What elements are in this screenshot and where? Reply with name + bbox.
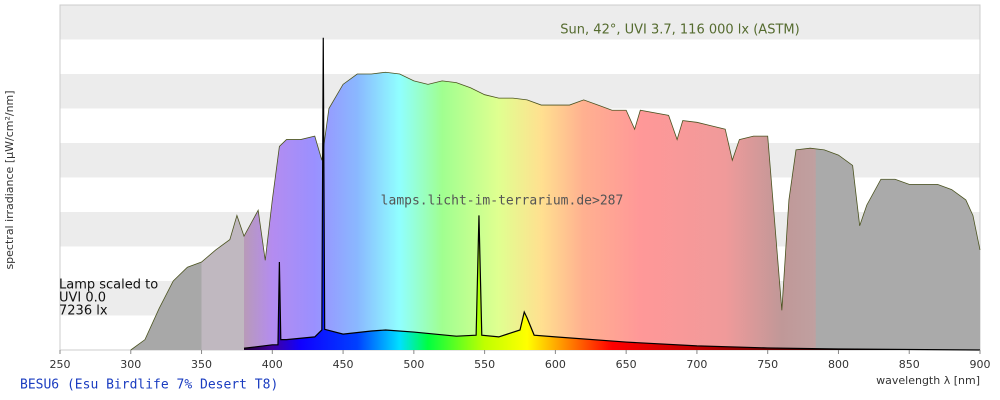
x-tick-label: 500 — [403, 358, 424, 371]
annotation: Lamp scaled to — [59, 278, 158, 293]
y-axis-label: spectral irradiance [µW/cm²/nm] — [3, 90, 16, 269]
annotation: 7236 lx — [59, 304, 108, 319]
x-tick-label: 550 — [474, 358, 495, 371]
series-line — [130, 71, 981, 351]
x-tick-label: 650 — [616, 358, 637, 371]
x-tick-label: 850 — [899, 358, 920, 371]
x-tick-label: 900 — [970, 358, 991, 371]
grid-band — [60, 39, 980, 74]
x-axis-label: wavelength λ [nm] — [876, 374, 980, 387]
grid-band — [60, 5, 980, 40]
x-tick-label: 600 — [545, 358, 566, 371]
x-tick-label: 750 — [757, 358, 778, 371]
area-fill — [130, 72, 980, 351]
x-tick-label: 250 — [50, 358, 71, 371]
annotation: UVI 0.0 — [59, 291, 106, 306]
plot-marks — [130, 37, 981, 351]
chart-title: Sun, 42°, UVI 3.7, 116 000 lx (ASTM) — [560, 23, 799, 38]
watermark: lamps.licht-im-terrarium.de>287 — [381, 194, 624, 209]
x-tick-label: 450 — [333, 358, 354, 371]
x-tick-label: 350 — [191, 358, 212, 371]
x-tick-label: 800 — [828, 358, 849, 371]
series-line — [243, 37, 981, 351]
x-tick-label: 400 — [262, 358, 283, 371]
x-tick-label: 700 — [686, 358, 707, 371]
x-tick-label: 300 — [120, 358, 141, 371]
caption: BESU6 (Esu Birdlife 7% Desert T8) — [20, 378, 278, 393]
